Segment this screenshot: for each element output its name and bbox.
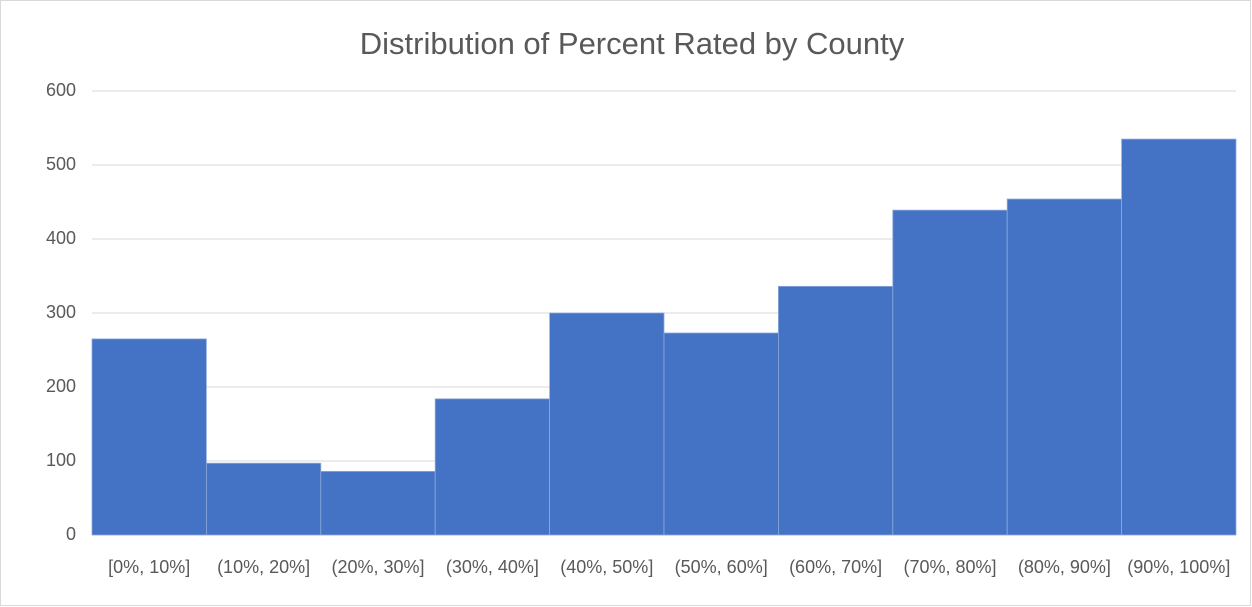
x-tick-label: (40%, 50%] [560,557,653,577]
bar [1121,138,1237,536]
y-tick-label: 400 [46,228,76,248]
bar [434,398,551,536]
y-tick-label: 300 [46,302,76,322]
bar [663,332,779,536]
y-tick-label: 0 [66,524,76,544]
x-tick-label: (10%, 20%] [217,557,310,577]
x-tick-label: (50%, 60%] [675,557,768,577]
y-tick-label: 200 [46,376,76,396]
chart-title: Distribution of Percent Rated by County [360,26,905,61]
y-tick-label: 100 [46,450,76,470]
bar [91,338,207,536]
x-tick-label: [0%, 10%] [108,557,190,577]
x-tick-label: (60%, 70%] [789,557,882,577]
bar [205,462,322,536]
x-tick-label: (30%, 40%] [446,557,539,577]
y-tick-label: 500 [46,154,76,174]
bar [892,209,1008,536]
x-tick-label: (80%, 90%] [1018,557,1111,577]
x-tick-label: (70%, 80%] [903,557,996,577]
x-tick-label: (20%, 30%] [331,557,424,577]
y-tick-label: 600 [46,80,76,100]
bar [1006,198,1123,536]
bar [549,312,665,536]
x-tick-label: (90%, 100%] [1127,557,1230,577]
bar [320,470,436,536]
bar [778,285,894,536]
